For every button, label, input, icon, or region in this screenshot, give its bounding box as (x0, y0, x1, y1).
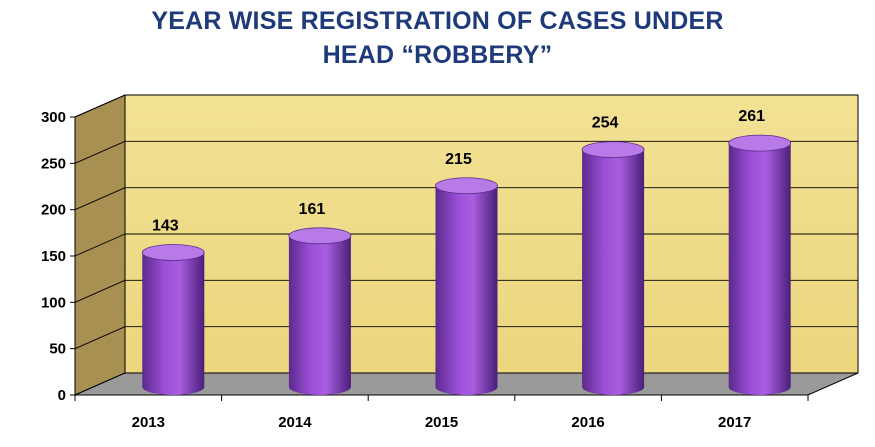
y-tick-label: 300 (41, 109, 66, 126)
y-tick-label: 150 (41, 248, 66, 265)
axes: 0 50 100 150 200 250 300 (41, 109, 809, 404)
data-label: 215 (445, 151, 472, 168)
y-tick-label: 200 (41, 202, 66, 219)
bar (728, 134, 792, 395)
bar-body (728, 143, 791, 395)
x-tick-label: 2017 (718, 414, 751, 431)
x-tick-label: 2014 (278, 414, 312, 431)
chart-title: YEAR WISE REGISTRATION OF CASES UNDER HE… (0, 4, 875, 72)
gridline-side (74, 187, 126, 211)
bar-top (581, 141, 645, 159)
data-label: 254 (592, 115, 619, 132)
x-tick-label: 2015 (425, 414, 458, 431)
labels: 143 2013 161 2014 215 2015 254 2016 261 2017 (132, 108, 766, 431)
y-tick-label: 50 (49, 341, 66, 358)
chart-title-line-1: YEAR WISE REGISTRATION OF CASES UNDER (151, 7, 724, 35)
gridline-side (74, 140, 126, 164)
gridline-side (74, 233, 126, 257)
bar (581, 141, 645, 395)
bar-top (141, 244, 205, 261)
bar (288, 227, 352, 395)
chart-title-line-2: HEAD “ROBBERY” (322, 41, 553, 69)
bar (435, 177, 498, 395)
data-label: 261 (738, 108, 765, 125)
bar-body (288, 235, 351, 395)
bar-body (435, 185, 498, 395)
gridline-side (74, 279, 126, 303)
bars (141, 134, 792, 395)
bar-top (435, 177, 498, 195)
x-tick-label: 2013 (132, 414, 165, 431)
y-tick-label: 100 (41, 294, 66, 311)
y-tick-label: 250 (41, 155, 66, 172)
bar-body (142, 252, 205, 395)
bar (141, 244, 205, 395)
gridline-side (74, 326, 126, 350)
y-tick-label: 0 (58, 387, 66, 404)
bar-top (728, 134, 792, 152)
bar-top (288, 227, 352, 245)
data-label: 143 (152, 217, 179, 234)
x-tick-label: 2016 (571, 414, 604, 431)
data-label: 161 (299, 201, 326, 218)
bar-body (582, 149, 645, 395)
gridline-side (74, 94, 126, 118)
